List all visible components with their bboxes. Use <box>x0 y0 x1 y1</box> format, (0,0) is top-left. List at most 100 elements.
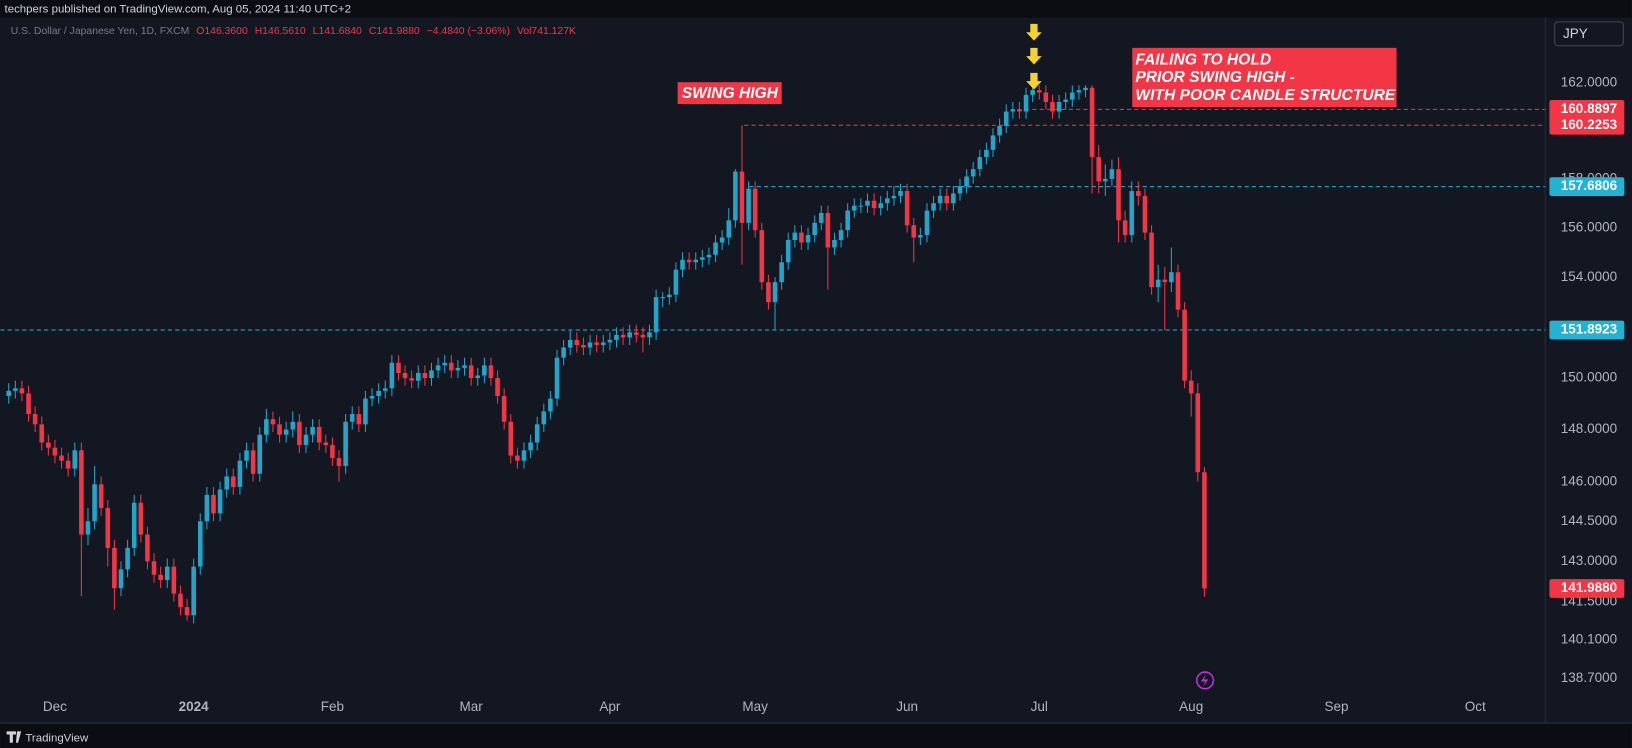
candle-body <box>92 484 97 522</box>
candle-body <box>204 494 210 522</box>
candle-body <box>984 149 989 158</box>
candle-body <box>746 188 751 223</box>
candle-body <box>680 259 685 270</box>
candle-body <box>693 259 699 263</box>
candle-body <box>303 434 309 446</box>
candle-body <box>752 188 758 231</box>
candle-body <box>871 200 877 209</box>
candle-body <box>382 388 388 391</box>
candle-body <box>1149 232 1154 288</box>
candle-body <box>944 195 950 204</box>
candle-body <box>574 339 580 345</box>
candle-body <box>733 171 738 221</box>
arrow <box>1026 47 1042 65</box>
candle-body <box>1116 169 1121 221</box>
candle-body <box>1010 109 1016 112</box>
annotation: SWING HIGH <box>682 85 779 102</box>
candle-body <box>442 362 447 366</box>
candle-body <box>1056 102 1062 112</box>
candle-body <box>818 212 824 223</box>
symbol: U.S. Dollar / Japanese Yen, 1D, FXCM <box>11 26 189 37</box>
candle-body <box>1202 472 1207 589</box>
y-tick-label: 154.0000 <box>1561 269 1617 284</box>
candle-body <box>1162 279 1168 283</box>
candle-body <box>673 269 679 295</box>
candle-body <box>191 566 196 616</box>
legend-close: C141.9880 <box>369 26 420 37</box>
candle-body <box>32 414 38 425</box>
candle-body <box>1142 195 1148 233</box>
candle-body <box>851 205 857 211</box>
candle-body <box>6 390 11 396</box>
candle-body <box>832 240 837 248</box>
candle-body <box>640 334 646 338</box>
candle-body <box>1063 99 1068 103</box>
candle-body <box>620 334 626 338</box>
candle-body <box>264 419 269 435</box>
candle-body <box>376 390 381 396</box>
candle-body <box>330 445 335 459</box>
candle-body <box>1069 92 1075 100</box>
candle-body <box>865 200 870 206</box>
candle-body <box>482 365 487 376</box>
candle-body <box>1175 272 1181 310</box>
candle-body <box>158 574 163 581</box>
arrow <box>1026 23 1042 41</box>
candle-body <box>772 282 778 303</box>
candle-body <box>766 282 771 303</box>
candle-body <box>145 534 150 562</box>
price-line-tag <box>1549 100 1625 119</box>
candle-body <box>224 476 229 490</box>
candle-body <box>633 332 639 335</box>
candle-body <box>1003 111 1009 126</box>
candle-body <box>184 607 190 616</box>
candle-body <box>52 447 58 456</box>
candle-body <box>799 232 804 243</box>
candle-body <box>138 502 144 535</box>
legend: U.S. Dollar / Japanese Yen, 1D, FXCM O14… <box>11 26 576 37</box>
candle-body <box>937 195 943 204</box>
candle-body <box>231 476 236 487</box>
candle-body <box>323 442 329 446</box>
candle-body <box>356 414 362 425</box>
last-price-label: 141.9880 <box>1561 580 1617 595</box>
y-tick-label: 143.0000 <box>1561 553 1617 568</box>
annotation-box <box>1132 47 1397 108</box>
x-tick-label: Dec <box>43 699 67 714</box>
candle-body <box>891 195 897 199</box>
legend-change: −4.4840 (−3.06%) <box>427 26 510 37</box>
candle-body <box>112 547 117 589</box>
x-tick-label: May <box>742 699 768 714</box>
x-tick-label: Feb <box>321 699 344 714</box>
candle-body <box>290 421 296 430</box>
x-tick-label: Jul <box>1031 699 1048 714</box>
price-line-label: 160.2253 <box>1561 117 1618 132</box>
candle-body <box>250 450 256 474</box>
candle-body <box>1188 380 1194 394</box>
legend-volume: Vol741.127K <box>517 26 576 37</box>
candle-body <box>151 561 157 575</box>
candle-body <box>726 220 732 238</box>
candle-body <box>964 176 969 187</box>
candle-body <box>369 395 375 399</box>
candle-body <box>759 230 765 283</box>
candle-body <box>402 372 408 379</box>
candle-body <box>667 294 672 298</box>
candle-body <box>1109 169 1115 179</box>
candle-body <box>951 193 956 204</box>
currency-button[interactable] <box>1554 21 1624 47</box>
candle-body <box>812 222 817 236</box>
candle-body <box>541 411 547 425</box>
candle-body <box>528 442 533 451</box>
candle-body <box>316 426 322 443</box>
event-icon[interactable] <box>1195 671 1215 690</box>
candle-body <box>1050 102 1055 112</box>
candle-body <box>858 205 864 207</box>
footer-text: TradingView <box>25 733 89 745</box>
candle-body <box>105 508 111 548</box>
candle-body <box>838 230 844 241</box>
candle-body <box>422 372 428 379</box>
price-line-label: 151.8923 <box>1561 322 1618 337</box>
